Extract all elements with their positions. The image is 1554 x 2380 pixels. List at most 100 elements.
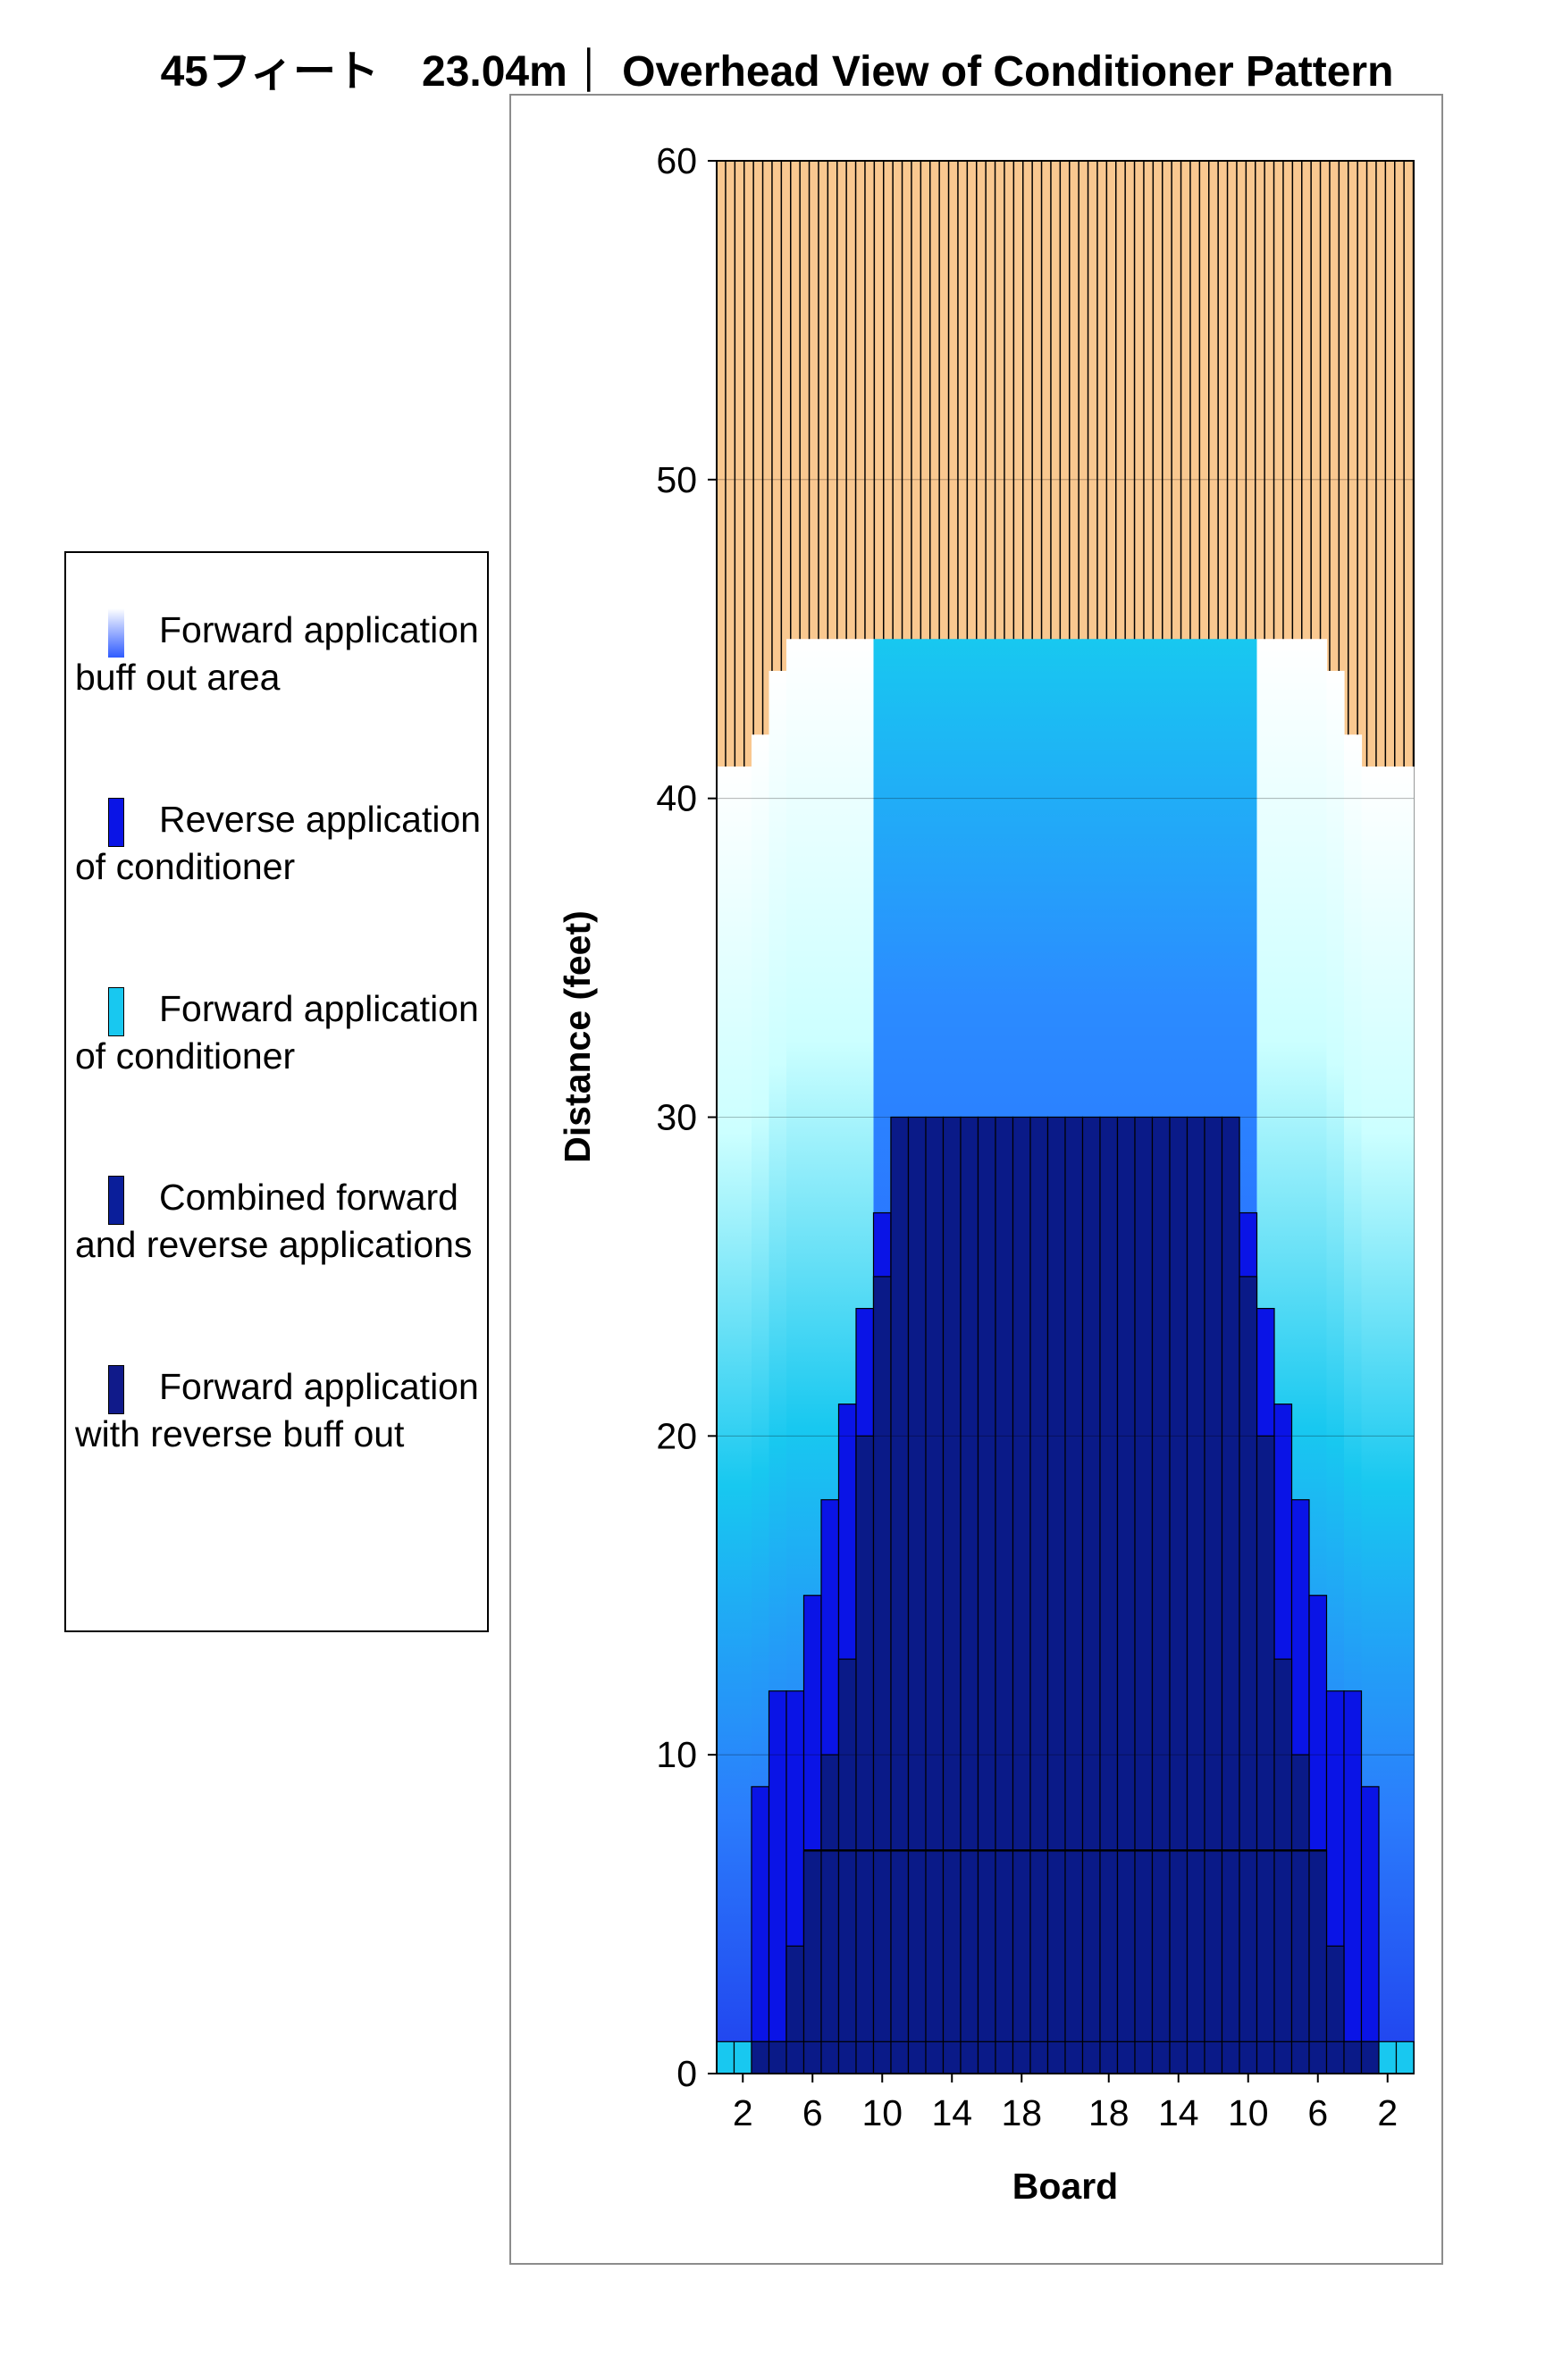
x-tick-label: 10 xyxy=(861,2092,903,2133)
bar-forward-buff-out xyxy=(752,734,770,2074)
bar-reverse xyxy=(751,1786,770,2074)
legend-label: Forward application buff out area xyxy=(75,609,479,698)
y-tick-label: 20 xyxy=(656,1415,697,1456)
bar-forward-conditioner xyxy=(890,2041,910,2074)
chart-svg: 0 10 20 30 40 50 60 2 6 10 14 18 18 14 10 6 2 Board Distan… xyxy=(557,140,1415,2207)
bar-forward-conditioner xyxy=(942,2041,962,2074)
bar-combined xyxy=(925,1116,945,2074)
y-tick-label: 0 xyxy=(676,2053,697,2094)
bar-combined xyxy=(942,1116,962,2074)
bar-reverse xyxy=(1343,1690,1363,2074)
bar-combined xyxy=(1012,1116,1031,2074)
bar-combined xyxy=(1151,1116,1171,2074)
bar-forward-conditioner xyxy=(1012,2041,1031,2074)
bar-forward-conditioner xyxy=(1134,2041,1154,2074)
legend-label: Forward application of conditioner xyxy=(75,988,479,1077)
bar-forward-conditioner xyxy=(1239,2041,1258,2074)
bar-combined xyxy=(1221,1116,1240,2074)
x-tick-label: 6 xyxy=(802,2092,823,2133)
bar-combined xyxy=(1134,1116,1154,2074)
bar-combined xyxy=(1116,1116,1136,2074)
bar-forward-conditioner xyxy=(1290,2041,1310,2074)
chart-area: 0 10 20 30 40 50 60 2 6 10 14 18 18 14 10 6 2 Board Distan… xyxy=(509,94,1443,2265)
bar-combined xyxy=(890,1116,910,2074)
y-tick-label: 50 xyxy=(656,459,697,500)
bar-forward-conditioner xyxy=(1256,2041,1275,2074)
bar-forward-conditioner xyxy=(820,2041,840,2074)
bar-forward-conditioner xyxy=(1186,2041,1205,2074)
legend-item-reverse: Reverse application of conditioner xyxy=(75,796,482,891)
y-tick-label: 10 xyxy=(656,1734,697,1775)
bar-combined xyxy=(1290,1754,1310,2074)
bar-combined xyxy=(802,1849,822,2074)
bar-combined xyxy=(837,1658,857,2074)
bar-forward-conditioner xyxy=(960,2041,979,2074)
bar-combined xyxy=(820,1754,840,2074)
x-tick-label: 10 xyxy=(1228,2092,1269,2133)
y-axis-title: Distance (feet) xyxy=(557,910,598,1163)
bar-combined xyxy=(1239,1276,1258,2074)
bar-forward-buff-out xyxy=(1396,766,1415,2074)
bar-forward-conditioner xyxy=(1325,2041,1345,2074)
legend-swatch-combined xyxy=(108,1176,124,1225)
bar-forward-conditioner xyxy=(785,2041,805,2074)
legend: Forward application buff out area Revers… xyxy=(64,551,489,1632)
bar-forward-buff-out xyxy=(1379,766,1398,2074)
x-tick-label: 14 xyxy=(1158,2092,1199,2133)
legend-item-buff-out: Forward application buff out area xyxy=(75,607,482,701)
bar-forward-conditioner xyxy=(1116,2041,1136,2074)
bar-combined xyxy=(1099,1116,1119,2074)
bar-forward-buff-out xyxy=(1361,766,1380,2074)
legend-swatch-buff-out xyxy=(108,608,124,658)
bar-forward-conditioner xyxy=(1046,2041,1066,2074)
bar-reverse xyxy=(1360,1786,1380,2074)
bar-combined xyxy=(1273,1658,1293,2074)
bar-combined xyxy=(1204,1116,1223,2074)
legend-swatch-forward xyxy=(108,987,124,1036)
y-tick-label: 30 xyxy=(656,1097,697,1138)
bar-forward-conditioner xyxy=(1151,2041,1171,2074)
bar-combined xyxy=(907,1116,927,2074)
bar-forward-conditioner xyxy=(1273,2041,1293,2074)
bar-combined xyxy=(1064,1116,1084,2074)
bar-forward-conditioner xyxy=(802,2041,822,2074)
bar-combined xyxy=(1169,1116,1189,2074)
x-tick-label: 6 xyxy=(1307,2092,1328,2133)
legend-swatch-reverse-buff xyxy=(108,1365,124,1414)
bar-combined xyxy=(995,1116,1014,2074)
bar-forward-conditioner xyxy=(1064,2041,1084,2074)
bar-forward-conditioner xyxy=(1029,2041,1049,2074)
bar-forward-conditioner xyxy=(1395,2041,1415,2074)
bar-forward-conditioner xyxy=(1081,2041,1101,2074)
legend-item-forward: Forward application of conditioner xyxy=(75,985,482,1080)
x-tick-label: 18 xyxy=(1088,2092,1130,2133)
bar-forward-buff-out xyxy=(734,766,752,2074)
bar-forward-buff-out xyxy=(717,766,735,2074)
bar-reverse xyxy=(768,1690,787,2074)
x-tick-label: 2 xyxy=(1377,2092,1398,2133)
bar-forward-conditioner xyxy=(716,2041,735,2074)
legend-label: Reverse application of conditioner xyxy=(75,799,482,887)
bar-forward-conditioner xyxy=(907,2041,927,2074)
plot-area: 0 10 20 30 40 50 60 2 6 10 14 18 18 14 10 6 2 Board Distan… xyxy=(557,140,1415,2207)
bar-combined xyxy=(1081,1116,1101,2074)
bar-forward-conditioner xyxy=(1221,2041,1240,2074)
bar-forward-conditioner xyxy=(995,2041,1014,2074)
bar-combined xyxy=(977,1116,996,2074)
legend-item-combined: Combined forward and reverse application… xyxy=(75,1174,482,1269)
legend-label: Combined forward and reverse application… xyxy=(75,1177,473,1265)
bar-forward-conditioner xyxy=(837,2041,857,2074)
x-tick-label: 14 xyxy=(931,2092,972,2133)
bar-forward-conditioner xyxy=(733,2041,752,2074)
y-tick-label: 60 xyxy=(656,140,697,181)
bar-forward-conditioner xyxy=(1360,2041,1380,2074)
bar-forward-conditioner xyxy=(872,2041,892,2074)
legend-label: Forward application with reverse buff ou… xyxy=(75,1366,479,1454)
bar-combined xyxy=(1308,1849,1328,2074)
bar-combined xyxy=(960,1116,979,2074)
bar-forward-conditioner xyxy=(1169,2041,1189,2074)
bar-forward-conditioner xyxy=(1378,2041,1398,2074)
chart-title: 45フィート 23.04m｜ Overhead View of Conditio… xyxy=(160,48,1394,96)
x-tick-label: 18 xyxy=(1001,2092,1042,2133)
x-tick-label: 2 xyxy=(733,2092,753,2133)
